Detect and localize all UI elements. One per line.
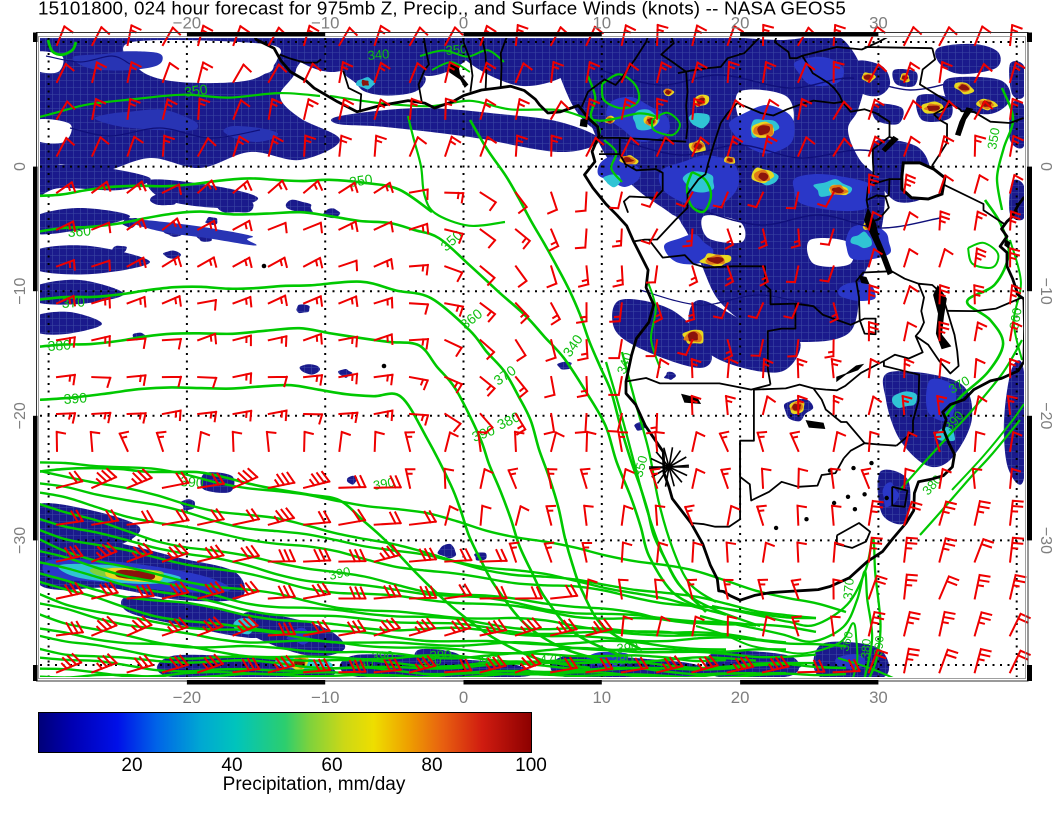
svg-text:0: 0	[459, 14, 468, 33]
svg-text:350: 350	[984, 127, 1003, 151]
svg-text:Precipitation, mm/day: Precipitation, mm/day	[223, 774, 406, 795]
svg-text:340: 340	[367, 46, 390, 63]
svg-text:440: 440	[351, 655, 373, 671]
svg-text:390: 390	[328, 564, 352, 583]
svg-text:−20: −20	[173, 688, 201, 707]
svg-text:350: 350	[630, 454, 650, 479]
svg-text:380: 380	[47, 336, 72, 354]
svg-text:390: 390	[616, 639, 639, 656]
svg-text:0: 0	[459, 688, 468, 707]
svg-text:30: 30	[869, 688, 888, 707]
svg-text:360: 360	[67, 222, 92, 240]
svg-text:−10: −10	[311, 14, 339, 33]
svg-text:−20: −20	[173, 14, 201, 33]
svg-text:350: 350	[183, 81, 209, 100]
svg-text:−30: −30	[1037, 527, 1054, 554]
svg-text:40: 40	[221, 755, 242, 776]
svg-text:380: 380	[429, 647, 451, 663]
svg-text:20: 20	[731, 14, 750, 33]
svg-text:10: 10	[592, 688, 611, 707]
svg-text:380: 380	[858, 638, 874, 659]
svg-text:390: 390	[63, 389, 88, 407]
svg-text:360: 360	[837, 629, 856, 652]
svg-text:15101800, 024 hour forecast fo: 15101800, 024 hour forecast for 975mb Z,…	[38, 0, 846, 19]
svg-text:390: 390	[371, 648, 393, 664]
svg-text:470: 470	[539, 651, 561, 667]
svg-text:20: 20	[731, 688, 750, 707]
svg-text:−10: −10	[311, 688, 339, 707]
svg-text:370: 370	[840, 577, 857, 600]
svg-text:380: 380	[611, 652, 634, 668]
svg-text:30: 30	[869, 14, 888, 33]
svg-text:−20: −20	[1037, 402, 1054, 429]
svg-text:60: 60	[321, 755, 342, 776]
svg-text:80: 80	[421, 755, 442, 776]
svg-text:350: 350	[445, 41, 468, 58]
svg-text:−30: −30	[12, 527, 29, 554]
svg-text:10: 10	[592, 14, 611, 33]
svg-text:0: 0	[12, 162, 29, 171]
svg-text:−20: −20	[12, 402, 29, 429]
svg-text:−10: −10	[12, 278, 29, 305]
svg-text:20: 20	[121, 755, 142, 776]
svg-text:100: 100	[515, 755, 547, 776]
svg-text:0: 0	[1037, 162, 1054, 171]
svg-text:−10: −10	[1037, 278, 1054, 305]
